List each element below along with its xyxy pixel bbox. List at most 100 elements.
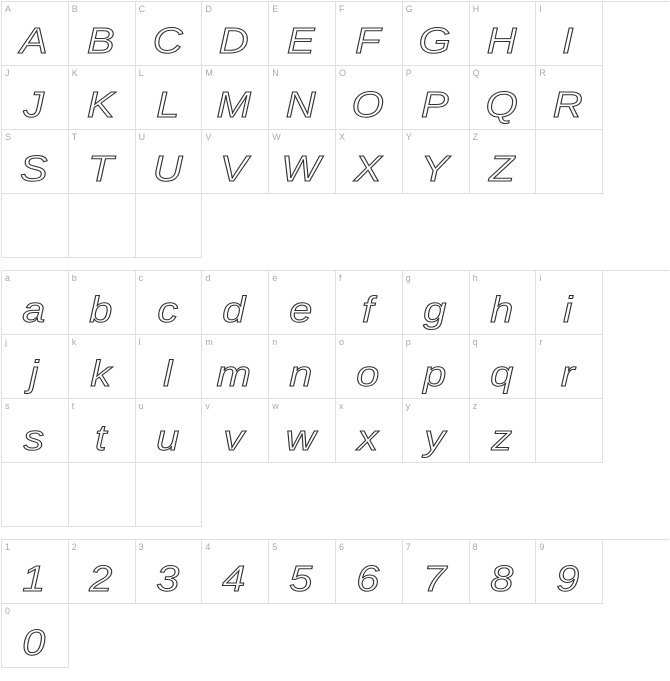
glyph-cell[interactable]: 33 bbox=[136, 540, 203, 604]
cell-glyph: U bbox=[131, 151, 207, 187]
glyph-cell[interactable]: dd bbox=[202, 271, 269, 335]
glyph-cell[interactable]: ss bbox=[2, 399, 69, 463]
glyph-cell[interactable] bbox=[536, 130, 603, 194]
glyph-cell[interactable]: FF bbox=[336, 2, 403, 66]
glyph-cell[interactable]: mm bbox=[202, 335, 269, 399]
glyph-cell[interactable]: 44 bbox=[202, 540, 269, 604]
cell-label: 2 bbox=[72, 542, 77, 552]
glyph-cell[interactable] bbox=[69, 463, 136, 527]
glyph-cell[interactable]: oo bbox=[336, 335, 403, 399]
cell-glyph: v bbox=[197, 420, 273, 456]
glyph-cell[interactable]: hh bbox=[470, 271, 537, 335]
cell-glyph: D bbox=[197, 23, 273, 59]
glyph-cell[interactable]: PP bbox=[403, 66, 470, 130]
glyph-cell[interactable]: aa bbox=[2, 271, 69, 335]
glyph-cell[interactable]: 88 bbox=[470, 540, 537, 604]
glyph-cell[interactable]: ee bbox=[269, 271, 336, 335]
cell-label: i bbox=[539, 273, 541, 283]
glyph-cell[interactable]: AA bbox=[2, 2, 69, 66]
glyph-cell[interactable]: 11 bbox=[2, 540, 69, 604]
cell-label: k bbox=[72, 337, 77, 347]
glyph-cell[interactable]: ll bbox=[136, 335, 203, 399]
glyph-cell[interactable]: KK bbox=[69, 66, 136, 130]
glyph-cell[interactable]: yy bbox=[403, 399, 470, 463]
cell-label: 4 bbox=[205, 542, 210, 552]
cell-label: h bbox=[473, 273, 478, 283]
glyph-cell[interactable]: II bbox=[536, 2, 603, 66]
glyph-cell[interactable]: BB bbox=[69, 2, 136, 66]
glyph-cell[interactable]: QQ bbox=[470, 66, 537, 130]
glyph-cell[interactable]: RR bbox=[536, 66, 603, 130]
glyph-cell[interactable]: OO bbox=[336, 66, 403, 130]
glyph-cell[interactable] bbox=[136, 463, 203, 527]
glyph-cell[interactable]: cc bbox=[136, 271, 203, 335]
cell-glyph: E bbox=[264, 23, 340, 59]
cell-glyph: N bbox=[264, 87, 340, 123]
glyph-cell[interactable]: tt bbox=[69, 399, 136, 463]
glyph-cell[interactable]: SS bbox=[2, 130, 69, 194]
glyph-cell[interactable] bbox=[536, 399, 603, 463]
glyph-cell[interactable]: DD bbox=[202, 2, 269, 66]
glyph-cell[interactable]: 22 bbox=[69, 540, 136, 604]
glyph-cell[interactable] bbox=[69, 194, 136, 258]
glyph-cell[interactable]: zz bbox=[470, 399, 537, 463]
glyph-cell[interactable]: JJ bbox=[2, 66, 69, 130]
glyph-cell[interactable]: pp bbox=[403, 335, 470, 399]
glyph-cell[interactable]: XX bbox=[336, 130, 403, 194]
glyph-cell[interactable]: NN bbox=[269, 66, 336, 130]
glyph-cell[interactable]: HH bbox=[470, 2, 537, 66]
cell-glyph: c bbox=[131, 292, 207, 328]
glyph-cell[interactable]: EE bbox=[269, 2, 336, 66]
cell-label: P bbox=[406, 68, 412, 78]
cell-glyph: H bbox=[465, 23, 541, 59]
cell-glyph: L bbox=[131, 87, 207, 123]
glyph-cell[interactable]: MM bbox=[202, 66, 269, 130]
cell-glyph: w bbox=[264, 420, 340, 456]
cell-label: o bbox=[339, 337, 344, 347]
glyph-cell[interactable]: ii bbox=[536, 271, 603, 335]
cell-glyph: d bbox=[197, 292, 273, 328]
glyph-cell[interactable]: nn bbox=[269, 335, 336, 399]
cell-glyph: p bbox=[398, 356, 474, 392]
glyph-cell[interactable]: vv bbox=[202, 399, 269, 463]
glyph-cell[interactable]: gg bbox=[403, 271, 470, 335]
cell-label: r bbox=[539, 337, 542, 347]
cell-label: s bbox=[5, 401, 10, 411]
glyph-cell[interactable]: 00 bbox=[2, 604, 69, 668]
glyph-cell[interactable]: kk bbox=[69, 335, 136, 399]
cell-glyph: a bbox=[0, 292, 73, 328]
glyph-cell[interactable]: VV bbox=[202, 130, 269, 194]
glyph-cell[interactable]: 99 bbox=[536, 540, 603, 604]
glyph-cell[interactable]: GG bbox=[403, 2, 470, 66]
cell-glyph: I bbox=[531, 23, 607, 59]
glyph-cell[interactable]: WW bbox=[269, 130, 336, 194]
glyph-cell[interactable]: 77 bbox=[403, 540, 470, 604]
glyph-cell[interactable]: 66 bbox=[336, 540, 403, 604]
glyph-cell[interactable] bbox=[2, 194, 69, 258]
glyph-cell[interactable] bbox=[2, 463, 69, 527]
cell-label: t bbox=[72, 401, 75, 411]
glyph-cell[interactable]: TT bbox=[69, 130, 136, 194]
glyph-cell[interactable]: YY bbox=[403, 130, 470, 194]
glyph-cell[interactable]: UU bbox=[136, 130, 203, 194]
glyph-cell[interactable]: ZZ bbox=[470, 130, 537, 194]
cell-glyph: z bbox=[465, 420, 541, 456]
glyph-cell[interactable]: CC bbox=[136, 2, 203, 66]
glyph-cell[interactable]: xx bbox=[336, 399, 403, 463]
glyph-cell[interactable]: uu bbox=[136, 399, 203, 463]
cell-glyph: l bbox=[131, 356, 207, 392]
glyph-cell[interactable]: bb bbox=[69, 271, 136, 335]
glyph-cell[interactable]: LL bbox=[136, 66, 203, 130]
glyph-cell[interactable]: 55 bbox=[269, 540, 336, 604]
glyph-cell[interactable]: jj bbox=[2, 335, 69, 399]
cell-label: w bbox=[272, 401, 279, 411]
glyph-cell[interactable] bbox=[136, 194, 203, 258]
glyph-cell[interactable]: ff bbox=[336, 271, 403, 335]
glyph-cell[interactable]: qq bbox=[470, 335, 537, 399]
cell-glyph: m bbox=[197, 356, 273, 392]
glyph-cell[interactable]: ww bbox=[269, 399, 336, 463]
glyph-cell[interactable]: rr bbox=[536, 335, 603, 399]
cell-glyph: n bbox=[264, 356, 340, 392]
cell-glyph: i bbox=[531, 292, 607, 328]
cell-label: X bbox=[339, 132, 345, 142]
